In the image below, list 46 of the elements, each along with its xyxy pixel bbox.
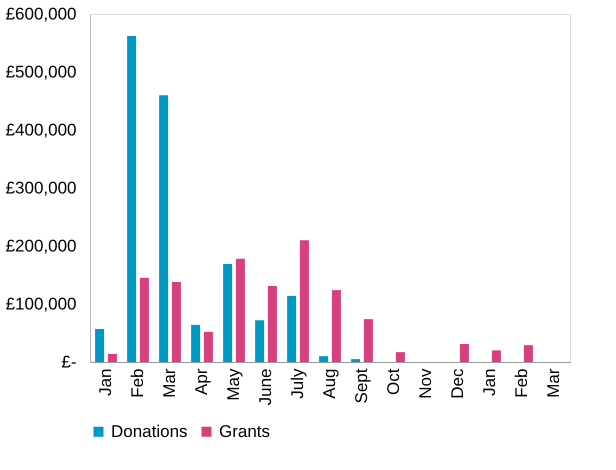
y-tick-label: £- <box>61 352 76 372</box>
x-tick-label: Mar <box>160 368 179 398</box>
bar <box>364 319 373 362</box>
bar <box>204 332 213 362</box>
legend-label: Donations <box>111 422 188 441</box>
x-tick-label: Feb <box>128 368 147 398</box>
bar <box>172 282 181 362</box>
bar <box>236 258 245 362</box>
y-tick-label: £300,000 <box>6 178 76 198</box>
bar <box>268 286 277 362</box>
x-tick-label: Aug <box>320 368 339 399</box>
bar <box>159 95 168 362</box>
bar <box>300 240 309 362</box>
bar <box>319 356 328 362</box>
x-tick-label: Dec <box>448 368 467 399</box>
x-tick-label: May <box>224 368 243 401</box>
bar <box>460 344 469 362</box>
bar <box>351 359 360 362</box>
x-tick-label: June <box>256 368 275 406</box>
bar <box>255 320 264 362</box>
x-tick-label: July <box>288 368 307 399</box>
x-tick-label: Oct <box>384 368 403 395</box>
x-tick-label: Apr <box>192 368 211 395</box>
y-tick-label: £100,000 <box>6 294 76 314</box>
y-tick-label: £500,000 <box>6 62 76 82</box>
bar <box>108 354 117 362</box>
x-tick-label: Feb <box>512 368 531 398</box>
legend-label: Grants <box>219 422 270 441</box>
x-tick-label: Jan <box>96 368 115 396</box>
x-tick-label: Sept <box>352 368 371 404</box>
bar <box>191 324 200 362</box>
x-tick-label: Mar <box>544 368 563 398</box>
x-tick-label: Nov <box>416 368 435 399</box>
bar <box>396 352 405 362</box>
bar <box>492 350 501 362</box>
y-tick-label: £200,000 <box>6 236 76 256</box>
x-tick-label: Jan <box>480 368 499 396</box>
bar <box>524 345 533 362</box>
bar <box>140 278 149 362</box>
bar <box>127 36 136 362</box>
bar <box>95 328 104 362</box>
y-tick-label: £600,000 <box>6 4 76 24</box>
bar <box>332 290 341 362</box>
y-tick-label: £400,000 <box>6 120 76 140</box>
bar <box>223 264 232 362</box>
bar <box>287 296 296 362</box>
